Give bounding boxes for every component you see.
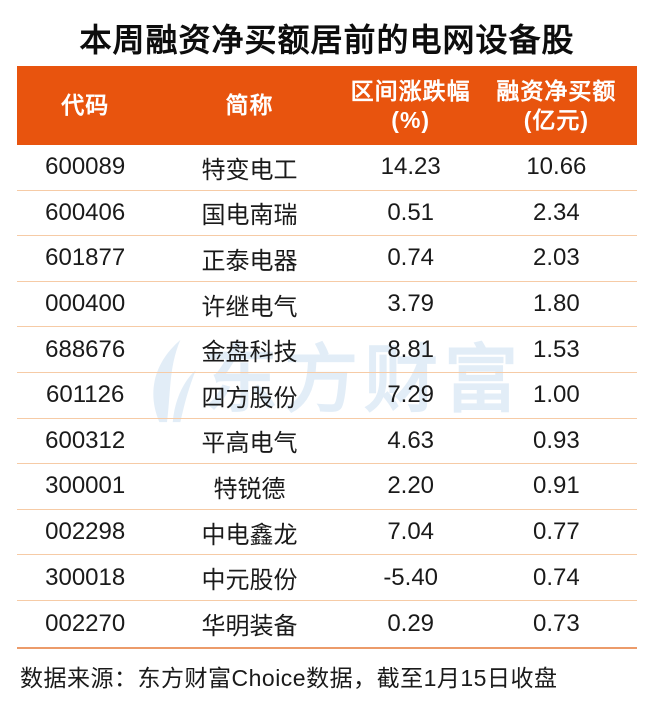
cell-name: 中元股份 bbox=[201, 567, 298, 595]
table-body: 600089 特变电工 14.23 10.66 600406 国电南瑞 0.51 2.34 60… bbox=[17, 145, 637, 649]
cell-name: 四方股份 bbox=[201, 384, 298, 412]
column-header-code: 代码 bbox=[61, 92, 110, 118]
cell-change: -5.40 bbox=[383, 563, 439, 591]
cell-code: 600406 bbox=[45, 198, 126, 226]
table-row: 000400 许继电气 3.79 1.80 bbox=[17, 282, 637, 328]
cell-net_buy: 0.91 bbox=[533, 472, 580, 500]
cell-code: 300001 bbox=[45, 472, 126, 500]
cell-code: 600312 bbox=[45, 426, 126, 454]
cell-net_buy: 0.93 bbox=[533, 426, 580, 454]
column-header-change: 区间涨跌幅 (%) bbox=[350, 77, 471, 133]
cell-name: 国电南瑞 bbox=[201, 202, 298, 230]
cell-name: 华明装备 bbox=[201, 613, 298, 641]
cell-name: 金盘科技 bbox=[201, 339, 298, 367]
cell-change: 2.20 bbox=[387, 472, 435, 500]
cell-code: 002298 bbox=[45, 518, 126, 546]
table-row: 002298 中电鑫龙 7.04 0.77 bbox=[17, 510, 637, 556]
data-source-note: 数据来源：东方财富Choice数据，截至1月15日收盘 bbox=[20, 664, 558, 691]
table-header-row: 代码 简称 区间涨跌幅 (%) 融资净买额 (亿元) bbox=[17, 66, 637, 145]
cell-net_buy: 2.03 bbox=[533, 244, 580, 272]
cell-change: 3.79 bbox=[387, 290, 435, 318]
cell-net_buy: 0.77 bbox=[533, 518, 580, 546]
cell-change: 0.51 bbox=[387, 198, 435, 226]
cell-change: 7.04 bbox=[387, 518, 435, 546]
cell-code: 600089 bbox=[45, 153, 126, 181]
cell-change: 7.29 bbox=[387, 381, 435, 409]
column-header-netbuy: 融资净买额 (亿元) bbox=[496, 77, 617, 133]
cell-code: 300018 bbox=[45, 563, 126, 591]
table-row: 600089 特变电工 14.23 10.66 bbox=[17, 145, 637, 191]
cell-net_buy: 0.73 bbox=[533, 609, 580, 637]
cell-name: 许继电气 bbox=[201, 293, 298, 321]
table-row: 601877 正泰电器 0.74 2.03 bbox=[17, 236, 637, 282]
cell-name: 正泰电器 bbox=[201, 247, 298, 275]
cell-change: 8.81 bbox=[387, 335, 435, 363]
table-row: 002270 华明装备 0.29 0.73 bbox=[17, 601, 637, 647]
cell-change: 14.23 bbox=[380, 153, 441, 181]
table-row: 300018 中元股份 -5.40 0.74 bbox=[17, 555, 637, 601]
cell-net_buy: 2.34 bbox=[533, 198, 580, 226]
cell-code: 688676 bbox=[45, 335, 126, 363]
cell-name: 平高电气 bbox=[201, 430, 298, 458]
table-row: 600406 国电南瑞 0.51 2.34 bbox=[17, 191, 637, 237]
table-row: 600312 平高电气 4.63 0.93 bbox=[17, 419, 637, 465]
table-row: 300001 特锐德 2.20 0.91 bbox=[17, 464, 637, 510]
cell-name: 特变电工 bbox=[201, 156, 298, 184]
cell-code: 601126 bbox=[46, 381, 125, 409]
cell-net_buy: 10.66 bbox=[526, 153, 587, 181]
cell-change: 0.74 bbox=[387, 244, 435, 272]
column-header-name: 简称 bbox=[225, 92, 274, 118]
cell-code: 601877 bbox=[45, 244, 126, 272]
cell-code: 002270 bbox=[45, 609, 126, 637]
cell-name: 中电鑫龙 bbox=[201, 521, 298, 549]
table-row: 688676 金盘科技 8.81 1.53 bbox=[17, 327, 637, 373]
cell-net_buy: 1.80 bbox=[533, 290, 580, 318]
page-title: 本周融资净买额居前的电网设备股 bbox=[79, 22, 575, 58]
data-table: 代码 简称 区间涨跌幅 (%) 融资净买额 (亿元) 600089 特变电工 14.… bbox=[17, 66, 637, 649]
cell-net_buy: 1.53 bbox=[533, 335, 580, 363]
table-row: 601126 四方股份 7.29 1.00 bbox=[17, 373, 637, 419]
cell-name: 特锐德 bbox=[213, 475, 286, 503]
cell-change: 0.29 bbox=[387, 609, 435, 637]
cell-net_buy: 1.00 bbox=[533, 381, 580, 409]
cell-code: 000400 bbox=[45, 290, 126, 318]
cell-net_buy: 0.74 bbox=[533, 563, 580, 591]
cell-change: 4.63 bbox=[387, 426, 435, 454]
